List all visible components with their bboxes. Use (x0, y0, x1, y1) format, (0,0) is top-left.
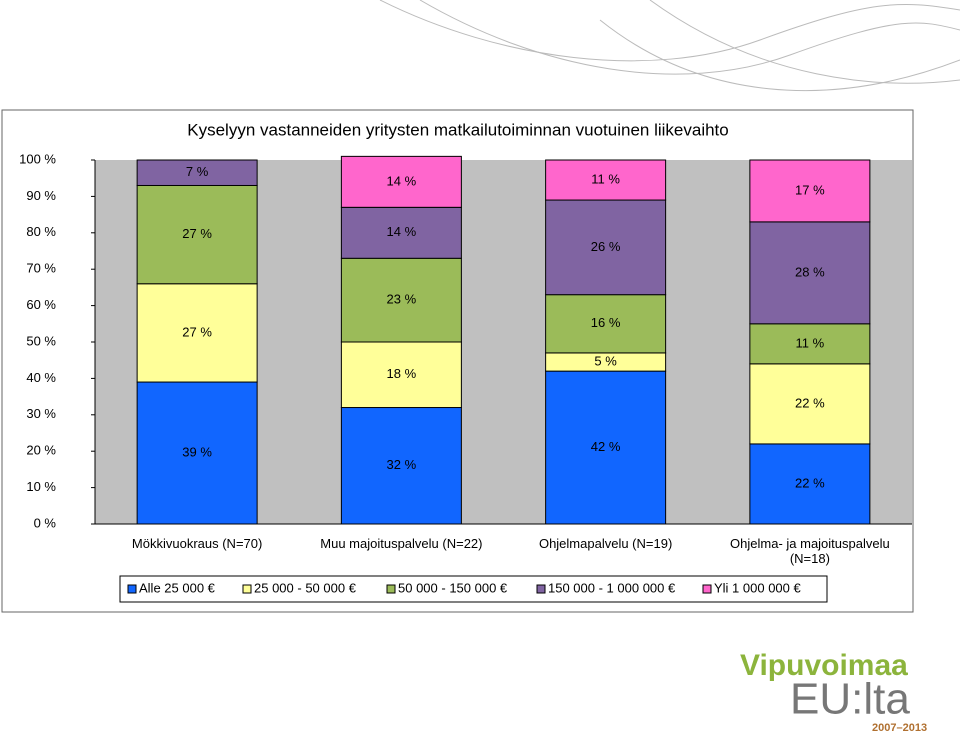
value-label: 16 % (591, 315, 621, 330)
y-tick-label: 40 % (26, 370, 56, 385)
logo-years: 2007–2013 (872, 722, 927, 734)
x-tick-label: Muu majoituspalvelu (N=22) (320, 536, 483, 551)
bar-segment (340, 407, 462, 525)
legend-swatch (127, 584, 137, 594)
y-tick-label: 90 % (26, 188, 56, 203)
logo-name: Vipuvoimaa (740, 649, 908, 682)
value-label: 14 % (387, 224, 417, 239)
y-tick-label: 30 % (26, 406, 56, 421)
legend-label: 25 000 - 50 000 € (254, 580, 357, 595)
x-tick-text: Ohjelmapalvelu (N=19) (538, 536, 673, 551)
chart-title: Kyselyyn vastanneiden yritysten matkailu… (187, 120, 728, 139)
bar-segment (749, 323, 871, 365)
value-label: 27 % (182, 324, 212, 339)
value-label: 18 % (387, 366, 417, 381)
legend-label: Alle 25 000 € (139, 580, 216, 595)
decoration (379, 0, 960, 92)
bar-segment (340, 341, 462, 409)
bar-segment (749, 443, 871, 525)
bar-segment (340, 257, 462, 343)
x-tick-text: Muu majoituspalvelu (N=22) (320, 536, 483, 551)
y-tick-label: 80 % (26, 224, 56, 239)
logo: Vipuvoimaa EU:lta 2007–2013 (740, 649, 927, 734)
legend-label: 150 000 - 1 000 000 € (548, 580, 676, 595)
y-tick-label: 50 % (26, 333, 56, 348)
legend-swatch (702, 584, 712, 594)
value-label: 39 % (182, 444, 212, 459)
legend-swatch (386, 584, 396, 594)
x-tick-label: Ohjelmapalvelu (N=19) (538, 536, 673, 551)
legend-label: Yli 1 000 000 € (714, 580, 802, 595)
value-label: 17 % (795, 182, 825, 197)
bar-segment (749, 363, 871, 445)
x-tick-label: Ohjelma- ja majoituspalvelu (N=18) (730, 536, 890, 566)
logo-sub: EU:lta (790, 675, 910, 724)
value-label: 5 % (594, 353, 617, 368)
y-tick-label: 10 % (26, 479, 56, 494)
value-label: 7 % (186, 164, 209, 179)
value-label: 11 % (796, 335, 825, 350)
x-tick-text: Ohjelma- ja majoituspalvelu (N=18) (730, 536, 890, 566)
y-tick-label: 100 % (19, 151, 56, 166)
bar-segment (340, 206, 462, 259)
y-tick-label: 0 % (34, 515, 57, 530)
bar-segment (340, 155, 462, 208)
value-label: 22 % (795, 395, 825, 410)
value-label: 11 % (591, 171, 620, 186)
value-label: 32 % (387, 457, 417, 472)
x-tick-label: Mökkivuokraus (N=70) (131, 536, 263, 551)
bar-segment (545, 159, 667, 201)
value-label: 14 % (387, 173, 417, 188)
bar-segment (545, 294, 667, 354)
y-tick-label: 20 % (26, 443, 56, 458)
bar-segment (136, 381, 258, 525)
value-label: 22 % (795, 475, 825, 490)
value-label: 26 % (591, 239, 621, 254)
bar-segment (136, 159, 258, 186)
legend-label: 50 000 - 150 000 € (398, 580, 508, 595)
bar-segment (749, 221, 871, 325)
legend-swatch (536, 584, 546, 594)
legend-swatch (242, 584, 252, 594)
x-tick-text: Mökkivuokraus (N=70) (131, 536, 263, 551)
bar-segment (136, 283, 258, 383)
value-label: 27 % (182, 226, 212, 241)
value-label: 42 % (591, 439, 621, 454)
value-label: 28 % (795, 264, 825, 279)
bar-segment (545, 370, 667, 525)
y-tick-label: 60 % (26, 297, 56, 312)
bar-segment (136, 184, 258, 285)
value-label: 23 % (387, 292, 417, 307)
y-tick-label: 70 % (26, 261, 56, 276)
bar-segment (545, 199, 667, 296)
bar-segment (749, 159, 871, 223)
